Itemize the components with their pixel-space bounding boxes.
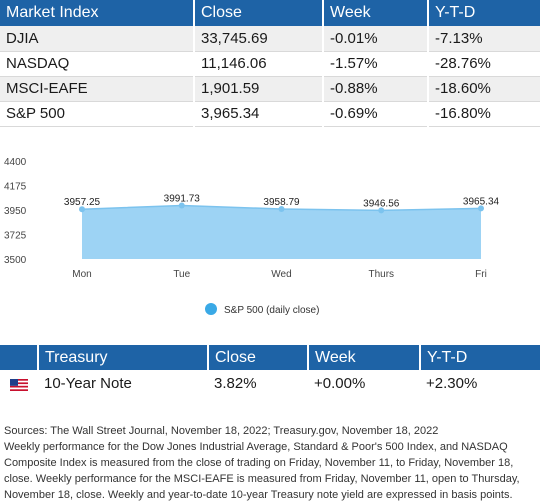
data-label: 3957.25 bbox=[64, 197, 101, 208]
sources-note: Sources: The Wall Street Journal, Novemb… bbox=[4, 425, 439, 437]
header-week: Week bbox=[307, 345, 420, 370]
market-index-table: Market Index Close Week Y-T-D DJIA 33,74… bbox=[0, 0, 540, 127]
x-tick-label: Wed bbox=[271, 269, 291, 280]
x-tick-label: Mon bbox=[72, 269, 91, 280]
x-tick-label: Thurs bbox=[368, 269, 394, 280]
index-week: -0.01% bbox=[322, 26, 428, 52]
treasury-name: 10-Year Note bbox=[38, 370, 208, 396]
table-row: 10-Year Note 3.82% +0.00% +2.30% bbox=[0, 370, 540, 396]
header-ytd: Y-T-D bbox=[427, 0, 540, 26]
index-week: -1.57% bbox=[322, 51, 428, 77]
legend-marker bbox=[205, 303, 217, 315]
header-close: Close bbox=[193, 0, 323, 26]
data-point bbox=[79, 206, 85, 213]
data-label: 3958.79 bbox=[263, 197, 300, 208]
y-tick-label: 3500 bbox=[4, 255, 27, 266]
x-tick-label: Tue bbox=[173, 269, 190, 280]
treasury-ytd: +2.30% bbox=[420, 370, 540, 396]
treasury-table-header: Treasury Close Week Y-T-D bbox=[0, 345, 540, 370]
y-tick-label: 3950 bbox=[4, 206, 27, 217]
index-name: NASDAQ bbox=[0, 51, 194, 77]
index-close: 11,146.06 bbox=[193, 51, 323, 77]
data-label: 3991.73 bbox=[164, 193, 201, 204]
data-point bbox=[178, 202, 185, 209]
treasury-close: 3.82% bbox=[208, 370, 308, 396]
index-close: 1,901.59 bbox=[193, 76, 323, 102]
index-name: MSCI-EAFE bbox=[0, 76, 194, 102]
data-point bbox=[478, 205, 484, 212]
table-row: DJIA 33,745.69 -0.01% -7.13% bbox=[0, 26, 540, 52]
header-flag-blank bbox=[0, 345, 38, 370]
sp500-area-chart: 4400 4175 3950 3725 3500 3957.25 3991.73 3958.7… bbox=[4, 157, 500, 316]
flag-cell bbox=[0, 370, 38, 396]
data-label: 3965.34 bbox=[463, 196, 500, 207]
header-market-index: Market Index bbox=[0, 0, 194, 26]
table-row: NASDAQ 11,146.06 -1.57% -28.76% bbox=[0, 51, 540, 77]
index-week: -0.69% bbox=[322, 101, 428, 127]
index-close: 33,745.69 bbox=[193, 26, 323, 52]
header-ytd: Y-T-D bbox=[419, 345, 540, 370]
index-name: DJIA bbox=[0, 26, 194, 52]
index-ytd: -16.80% bbox=[427, 101, 540, 127]
table-row: S&P 500 3,965.34 -0.69% -16.80% bbox=[0, 101, 540, 127]
y-tick-label: 4400 bbox=[4, 157, 27, 168]
series-area bbox=[82, 205, 481, 259]
us-flag-icon bbox=[10, 378, 28, 391]
index-ytd: -18.60% bbox=[427, 76, 540, 102]
data-label: 3946.56 bbox=[363, 198, 400, 209]
data-point bbox=[378, 207, 385, 214]
table-row: MSCI-EAFE 1,901.59 -0.88% -18.60% bbox=[0, 76, 540, 102]
index-close: 3,965.34 bbox=[193, 101, 323, 127]
methodology-note: Weekly performance for the Dow Jones Ind… bbox=[4, 441, 520, 501]
y-tick-label: 4175 bbox=[4, 182, 27, 193]
data-point bbox=[278, 206, 285, 213]
x-tick-label: Fri bbox=[475, 269, 487, 280]
index-name: S&P 500 bbox=[0, 101, 194, 127]
header-close: Close bbox=[207, 345, 308, 370]
treasury-table: Treasury Close Week Y-T-D bbox=[0, 345, 540, 396]
index-ytd: -7.13% bbox=[427, 26, 540, 52]
header-treasury: Treasury bbox=[37, 345, 208, 370]
header-week: Week bbox=[322, 0, 428, 26]
footnotes: Sources: The Wall Street Journal, Novemb… bbox=[4, 423, 538, 503]
treasury-week: +0.00% bbox=[308, 370, 420, 396]
market-table-header: Market Index Close Week Y-T-D bbox=[0, 0, 540, 26]
y-tick-label: 3725 bbox=[4, 231, 27, 242]
index-week: -0.88% bbox=[322, 76, 428, 102]
legend-label: S&P 500 (daily close) bbox=[224, 305, 319, 316]
index-ytd: -28.76% bbox=[427, 51, 540, 77]
